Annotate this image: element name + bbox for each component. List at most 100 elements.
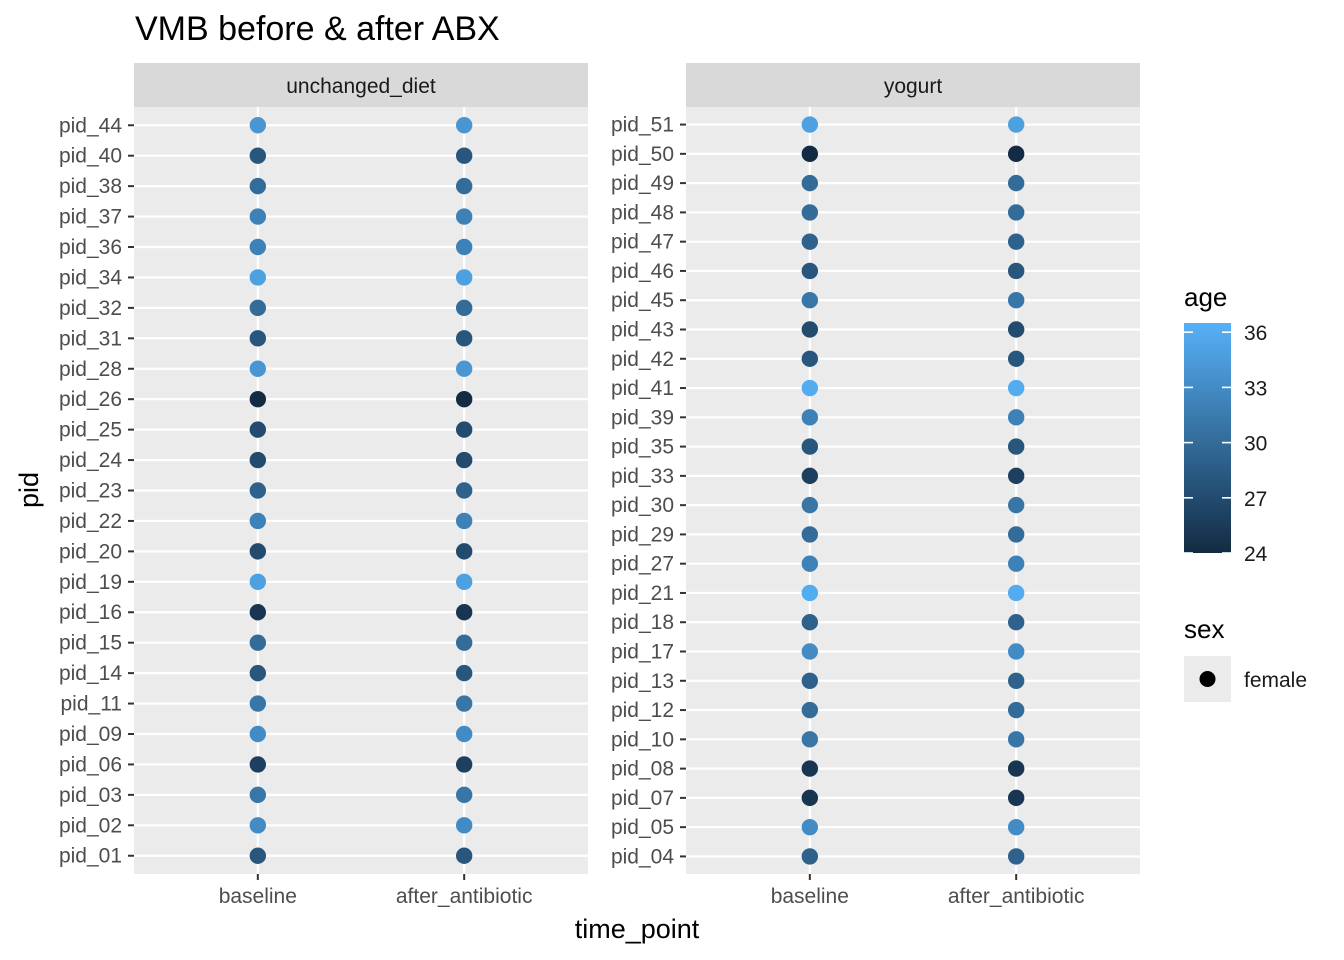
y-tick-label: pid_16	[59, 601, 122, 624]
color-bar-tick-label: 27	[1244, 488, 1267, 511]
data-point	[249, 725, 267, 743]
data-point	[1007, 409, 1025, 426]
data-point	[1007, 438, 1025, 455]
y-tick-label: pid_39	[611, 406, 674, 429]
data-point	[1007, 614, 1025, 631]
data-point	[1007, 350, 1025, 367]
y-tick-label: pid_07	[611, 787, 674, 810]
y-tick-label: pid_33	[611, 465, 674, 488]
y-tick-label: pid_11	[60, 693, 122, 716]
data-point	[249, 482, 267, 499]
data-point	[1007, 116, 1025, 133]
y-tick-label: pid_01	[59, 845, 122, 868]
data-point	[1007, 321, 1025, 338]
data-point	[801, 262, 819, 280]
y-tick-label: pid_17	[611, 641, 674, 664]
data-point	[249, 360, 267, 377]
y-tick-label: pid_44	[59, 114, 122, 137]
data-point	[455, 421, 473, 438]
y-tick-label: pid_51	[611, 114, 674, 137]
data-point	[249, 451, 267, 469]
data-point	[1007, 789, 1025, 807]
data-point	[801, 321, 819, 338]
data-point	[1007, 760, 1025, 777]
y-tick-label: pid_13	[611, 670, 674, 693]
y-tick-label: pid_35	[611, 436, 674, 459]
y-tick-label: pid_23	[59, 480, 122, 503]
y-tick-label: pid_25	[59, 419, 122, 442]
y-tick-label: pid_37	[59, 206, 122, 229]
data-point	[249, 573, 267, 591]
y-tick-label: pid_09	[59, 723, 122, 746]
data-point	[1007, 379, 1025, 397]
data-point	[801, 643, 819, 660]
data-point	[455, 817, 473, 834]
data-point	[455, 543, 473, 560]
y-tick-label: pid_46	[611, 260, 674, 283]
facet-panel-unchanged_diet: unchanged_diet pid_44 pid_40 pid_38 pid_37pi…	[59, 63, 588, 908]
y-tick-label: pid_28	[59, 358, 122, 381]
data-point	[801, 584, 819, 602]
data-point	[249, 695, 267, 712]
y-tick-label: pid_32	[59, 297, 122, 320]
data-point	[801, 760, 819, 777]
data-point	[801, 526, 819, 543]
data-point	[801, 116, 819, 133]
data-point	[455, 208, 473, 225]
data-point	[1007, 467, 1025, 485]
y-tick-label: pid_36	[59, 236, 122, 259]
data-point	[249, 543, 267, 560]
legend: age 24 27 30 33 36 sex female	[1184, 282, 1307, 702]
data-point	[249, 147, 267, 164]
y-tick-label: pid_18	[611, 611, 674, 634]
y-tick-label: pid_05	[611, 816, 674, 839]
data-point	[249, 330, 267, 347]
data-point	[249, 299, 267, 317]
y-tick-label: pid_03	[59, 784, 122, 807]
data-point	[801, 350, 819, 367]
y-tick-label: pid_12	[611, 699, 674, 722]
y-tick-label: pid_30	[611, 494, 674, 517]
data-point	[1007, 262, 1025, 280]
data-point	[455, 604, 473, 621]
data-point	[455, 330, 473, 347]
data-point	[249, 786, 267, 804]
y-tick-label: pid_34	[59, 266, 122, 289]
data-point	[455, 147, 473, 164]
data-point	[1007, 584, 1025, 602]
data-point	[801, 379, 819, 397]
data-point	[455, 177, 473, 195]
data-point	[455, 482, 473, 499]
y-tick-label: pid_27	[611, 553, 674, 576]
data-point	[1007, 204, 1025, 221]
y-tick-label: pid_15	[59, 632, 122, 655]
facet-strip	[686, 63, 1140, 107]
y-tick-label: pid_43	[611, 318, 674, 341]
data-point	[801, 672, 819, 689]
color-bar-tick-label: 33	[1244, 377, 1267, 400]
data-point	[249, 664, 267, 682]
y-tick-label: pid_08	[611, 758, 674, 781]
data-point	[801, 292, 819, 309]
x-tick-label: baseline	[219, 885, 297, 908]
data-point	[455, 756, 473, 773]
y-tick-label: pid_24	[59, 449, 122, 472]
data-point	[1007, 643, 1025, 660]
data-point	[455, 725, 473, 743]
y-tick-label: pid_49	[611, 172, 674, 195]
data-point	[249, 390, 267, 408]
y-tick-label: pid_42	[611, 348, 674, 371]
data-point	[1007, 174, 1025, 192]
y-tick-label: pid_48	[611, 201, 674, 224]
data-point	[455, 664, 473, 682]
data-point	[1007, 818, 1025, 836]
data-point	[455, 847, 473, 864]
data-point	[249, 756, 267, 773]
y-tick-label: pid_19	[59, 571, 122, 594]
data-point	[801, 204, 819, 221]
y-tick-label: pid_21	[611, 582, 674, 605]
y-tick-label: pid_20	[59, 540, 122, 563]
data-point	[1007, 672, 1025, 689]
y-tick-label: pid_41	[611, 377, 674, 400]
